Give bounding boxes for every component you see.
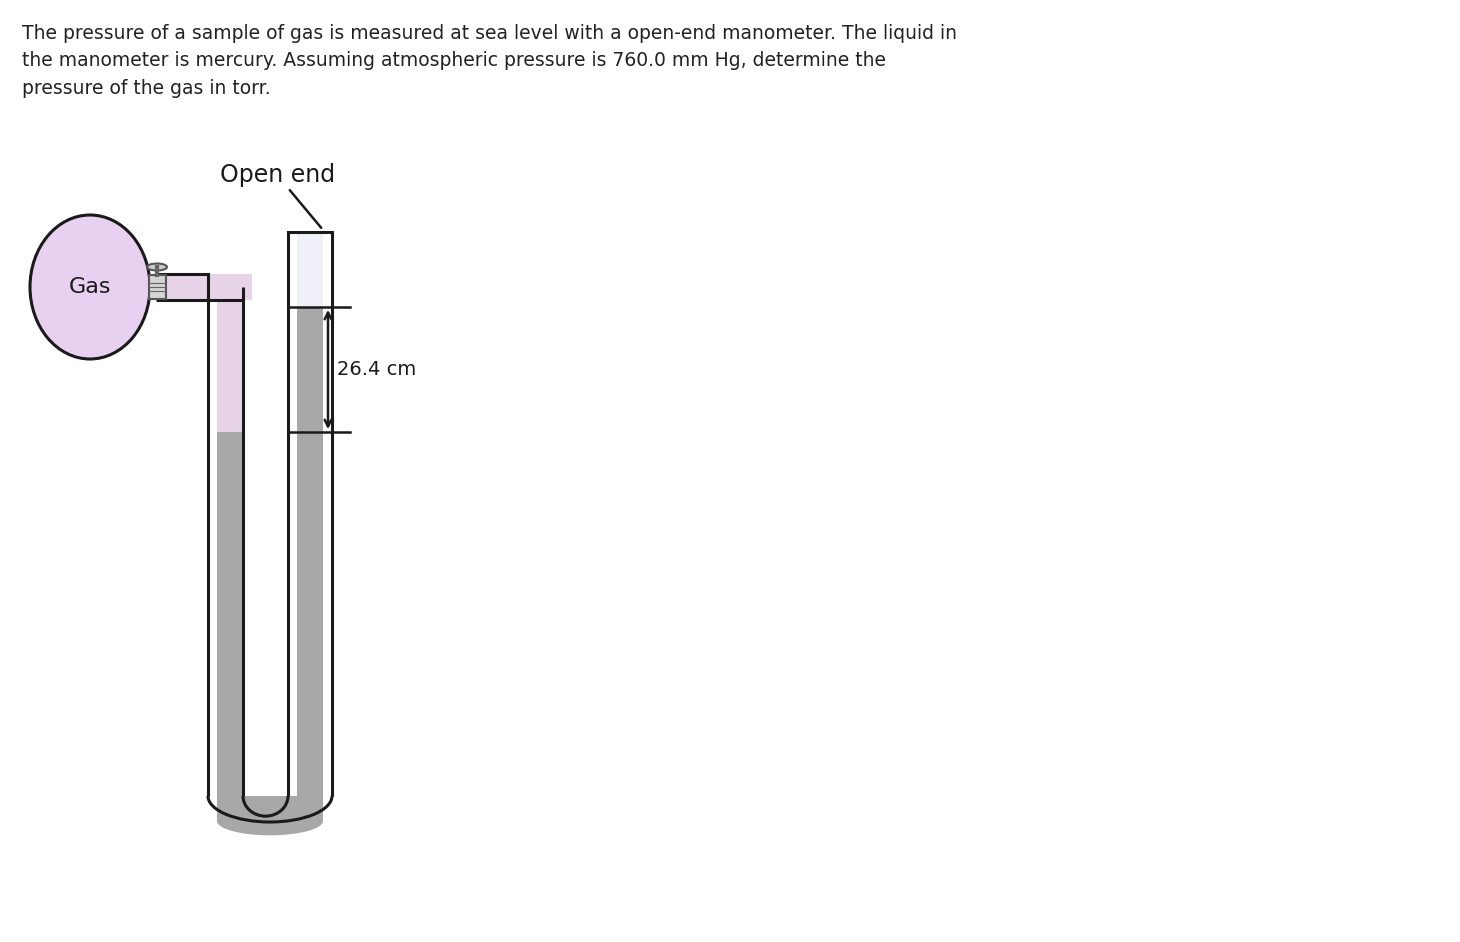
Text: The pressure of a sample of gas is measured at sea level with a open-end manomet: The pressure of a sample of gas is measu… [22, 24, 956, 98]
Ellipse shape [147, 264, 166, 270]
Bar [296, 307, 323, 801]
Text: Gas: Gas [69, 277, 111, 297]
Bar [218, 796, 323, 822]
Bar [218, 432, 242, 801]
Bar [296, 232, 323, 801]
Text: 26.4 cm: 26.4 cm [337, 360, 416, 379]
Bar [218, 287, 242, 801]
Ellipse shape [31, 215, 150, 359]
Text: Open end: Open end [220, 163, 336, 187]
Bar [149, 275, 165, 299]
Ellipse shape [218, 806, 323, 836]
Bar [156, 274, 253, 300]
